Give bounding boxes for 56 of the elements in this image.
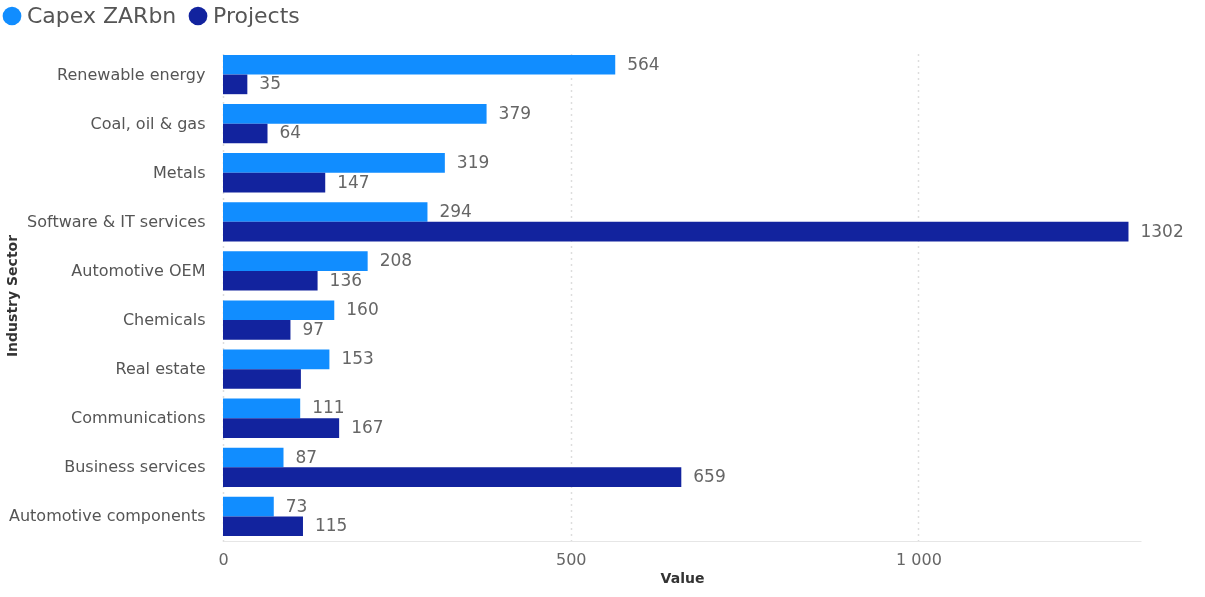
bar — [223, 418, 340, 438]
data-label: 564 — [627, 53, 660, 74]
data-label: 136 — [329, 269, 363, 290]
bar — [223, 123, 268, 144]
x-axis-title: Value — [660, 569, 705, 586]
bar — [223, 251, 368, 271]
y-tick-label: Business services — [64, 457, 206, 477]
bar — [223, 153, 445, 173]
bar — [223, 369, 301, 389]
data-label: 160 — [346, 299, 379, 320]
data-label: 87 — [295, 446, 318, 467]
data-label: 379 — [498, 102, 532, 123]
bar — [223, 320, 291, 340]
x-tick-label: 500 — [555, 549, 587, 569]
legend-label: Capex ZARbn — [27, 3, 177, 28]
data-label: 147 — [337, 171, 370, 192]
data-label: 64 — [279, 122, 302, 143]
x-tick-label: 0 — [218, 549, 229, 569]
data-label: 319 — [456, 151, 490, 172]
data-label: 153 — [341, 348, 374, 369]
bar — [223, 300, 335, 321]
y-tick-label: Chemicals — [122, 310, 206, 330]
y-tick-label: Metals — [152, 162, 206, 182]
data-label: 111 — [312, 397, 345, 418]
y-tick-label: Coal, oil & gas — [90, 113, 206, 133]
data-label: 35 — [259, 73, 281, 94]
x-tick-label: 1 000 — [896, 549, 942, 569]
bar — [223, 74, 248, 95]
bar — [223, 54, 616, 75]
data-label: 167 — [351, 417, 384, 438]
y-axis-title: Industry Sector — [3, 234, 20, 358]
bar — [223, 270, 318, 291]
legend-label: Projects — [213, 3, 300, 28]
data-label: 97 — [302, 318, 325, 339]
bar — [223, 349, 330, 370]
data-label: 73 — [285, 495, 308, 516]
y-tick-label: Real estate — [115, 359, 206, 379]
y-tick-label: Communications — [71, 408, 206, 428]
data-label: 208 — [379, 250, 413, 271]
data-label: 659 — [693, 466, 726, 487]
bar — [223, 467, 682, 487]
bar — [223, 104, 487, 124]
bar — [223, 221, 1129, 242]
data-label: 294 — [439, 201, 472, 222]
bar — [223, 496, 274, 517]
y-tick-label: Automotive components — [9, 506, 206, 526]
bar — [223, 447, 284, 468]
bar — [223, 516, 303, 537]
data-label: 115 — [314, 515, 348, 536]
y-tick-label: Automotive OEM — [71, 260, 206, 280]
y-tick-label: Renewable energy — [57, 64, 206, 84]
data-label: 1302 — [1140, 220, 1184, 241]
bar — [223, 202, 428, 222]
bar — [223, 172, 326, 193]
bar — [223, 398, 301, 419]
y-tick-label: Software & IT services — [27, 211, 206, 231]
